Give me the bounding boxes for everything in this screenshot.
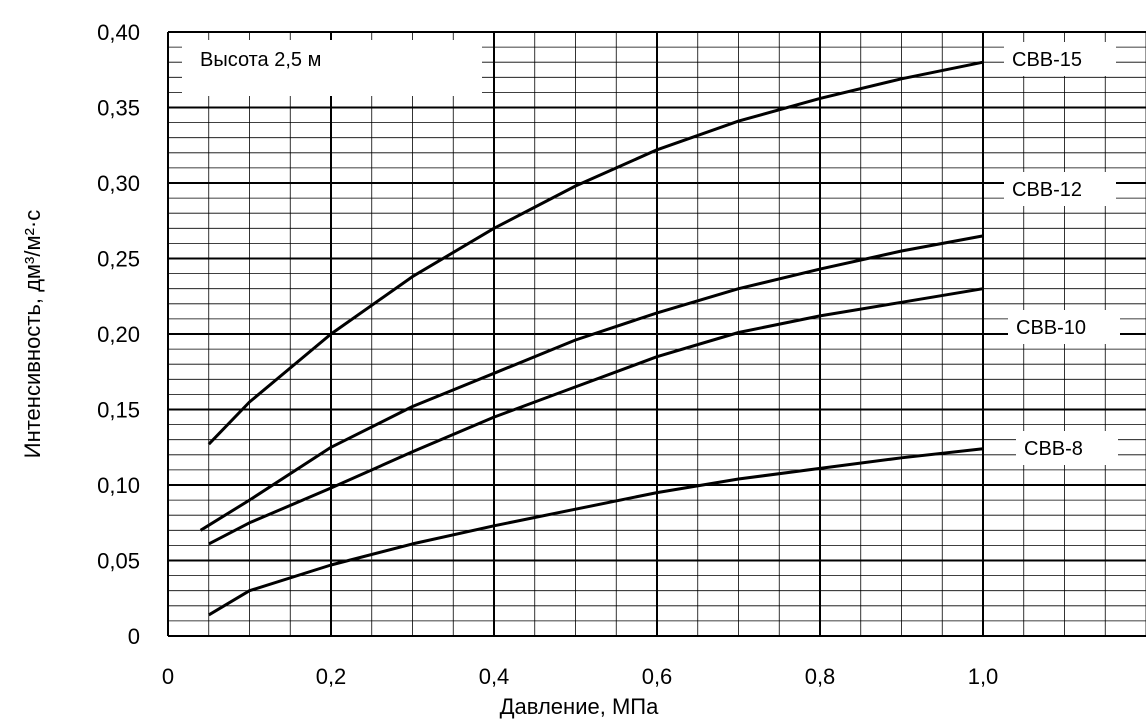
series-lines: [199, 60, 984, 617]
y-tick-label: 0,35: [97, 96, 140, 121]
series-labels: СВВ-15 СВВ-12 СВВ-10 СВВ-8: [1004, 42, 1120, 465]
y-tick-label: 0: [128, 624, 140, 649]
y-tick-label: 0,30: [97, 171, 140, 196]
axes: [167, 32, 1146, 637]
annotation-text: Высота 2,5 м: [200, 49, 321, 71]
annotation-background: [182, 40, 482, 96]
series-label: СВВ-10: [1016, 317, 1086, 339]
x-tick-label: 0,2: [316, 664, 347, 689]
x-tick-label: 0,8: [805, 664, 836, 689]
y-tick-labels: 0 0,05 0,10 0,15 0,20 0,25 0,30 0,35 0,40: [97, 20, 140, 649]
y-tick-label: 0,05: [97, 549, 140, 574]
annotation-box: Высота 2,5 м: [182, 40, 482, 96]
x-tick-label: 0,4: [479, 664, 510, 689]
x-tick-label: 0,6: [642, 664, 673, 689]
x-axis-title: Давление, МПа: [500, 694, 659, 719]
series-line: [208, 287, 984, 546]
series-label-background: [1016, 431, 1118, 465]
series-line: [199, 234, 984, 532]
series-label: СВВ-8: [1024, 438, 1083, 460]
x-tick-label: 1,0: [968, 664, 999, 689]
y-tick-label: 0,15: [97, 398, 140, 423]
series-line: [207, 60, 984, 446]
series-label-background: [1004, 172, 1116, 206]
x-tick-labels: 0 0,2 0,4 0,6 0,8 1,0: [162, 664, 998, 689]
series-label: СВВ-12: [1012, 179, 1082, 201]
x-tick-label: 0: [162, 664, 174, 689]
y-axis-title: Интенсивность, дм³/м²·с: [20, 210, 45, 458]
y-tick-label: 0,20: [97, 322, 140, 347]
series-label-background: [1008, 310, 1120, 344]
series-label-background: [1004, 42, 1116, 76]
y-tick-label: 0,25: [97, 247, 140, 272]
series-label: СВВ-15: [1012, 49, 1082, 71]
y-tick-label: 0,40: [97, 20, 140, 45]
y-tick-label: 0,10: [97, 473, 140, 498]
series-line: [208, 447, 984, 617]
